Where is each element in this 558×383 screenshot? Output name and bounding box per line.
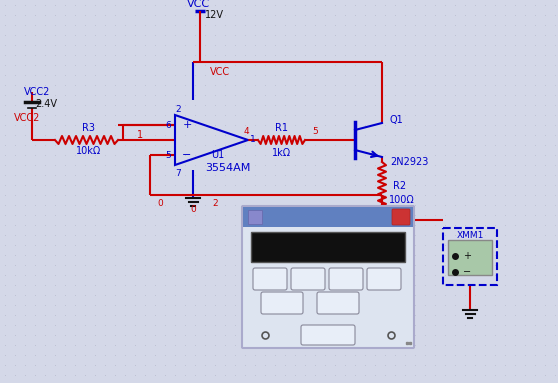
Text: 1: 1 [250, 136, 256, 144]
Text: 2: 2 [175, 105, 181, 115]
Text: R2: R2 [393, 181, 407, 191]
Text: −: − [182, 150, 192, 160]
Text: 100Ω: 100Ω [389, 195, 415, 205]
FancyBboxPatch shape [329, 268, 363, 290]
FancyBboxPatch shape [448, 240, 492, 275]
Text: dB: dB [378, 274, 391, 284]
Text: 12V: 12V [204, 10, 224, 20]
Text: 3554AM: 3554AM [205, 163, 251, 173]
Text: 4: 4 [243, 128, 249, 136]
Text: V: V [305, 274, 311, 284]
FancyBboxPatch shape [291, 268, 325, 290]
Text: 5: 5 [312, 128, 318, 136]
Text: 24.005 mA: 24.005 mA [278, 238, 378, 256]
Text: 2: 2 [212, 198, 218, 208]
FancyBboxPatch shape [242, 206, 414, 348]
Text: ~: ~ [277, 296, 287, 309]
Text: XMM1: XMM1 [456, 231, 484, 241]
FancyBboxPatch shape [251, 232, 405, 262]
Text: VCC: VCC [186, 0, 210, 9]
Text: +: + [253, 322, 261, 332]
Text: VCC: VCC [210, 67, 230, 77]
Text: 10kΩ: 10kΩ [76, 146, 101, 156]
Text: −: − [395, 322, 403, 332]
FancyBboxPatch shape [261, 292, 303, 314]
FancyBboxPatch shape [248, 210, 262, 224]
FancyBboxPatch shape [243, 207, 413, 227]
Text: 7: 7 [175, 169, 181, 177]
Text: A: A [267, 274, 273, 284]
Text: 1: 1 [137, 130, 143, 140]
FancyBboxPatch shape [367, 268, 401, 290]
Text: 1kΩ: 1kΩ [272, 148, 291, 158]
Text: 6: 6 [165, 121, 171, 129]
Text: Set...: Set... [316, 331, 340, 339]
Text: +: + [182, 120, 192, 130]
Text: Multimeter-...: Multimeter-... [297, 213, 358, 221]
Text: —: — [332, 296, 344, 309]
Text: R1: R1 [275, 123, 288, 133]
Text: U1: U1 [211, 150, 225, 160]
Text: VCC2: VCC2 [24, 87, 50, 97]
Text: Ω: Ω [342, 274, 350, 284]
FancyBboxPatch shape [392, 209, 410, 225]
Text: 2.4V: 2.4V [35, 99, 57, 109]
Text: VCC2: VCC2 [14, 113, 40, 123]
Text: 2N2923: 2N2923 [390, 157, 429, 167]
FancyBboxPatch shape [301, 325, 355, 345]
Text: 5: 5 [165, 151, 171, 159]
Text: X: X [397, 213, 405, 221]
Text: 0: 0 [190, 206, 196, 214]
Text: 3: 3 [390, 224, 396, 232]
FancyBboxPatch shape [317, 292, 359, 314]
Text: +: + [463, 251, 471, 261]
Text: R3: R3 [82, 123, 95, 133]
Text: 0: 0 [157, 198, 163, 208]
Text: Q1: Q1 [390, 115, 404, 125]
Text: 0: 0 [390, 241, 396, 249]
Text: −: − [463, 267, 471, 277]
FancyBboxPatch shape [253, 268, 287, 290]
